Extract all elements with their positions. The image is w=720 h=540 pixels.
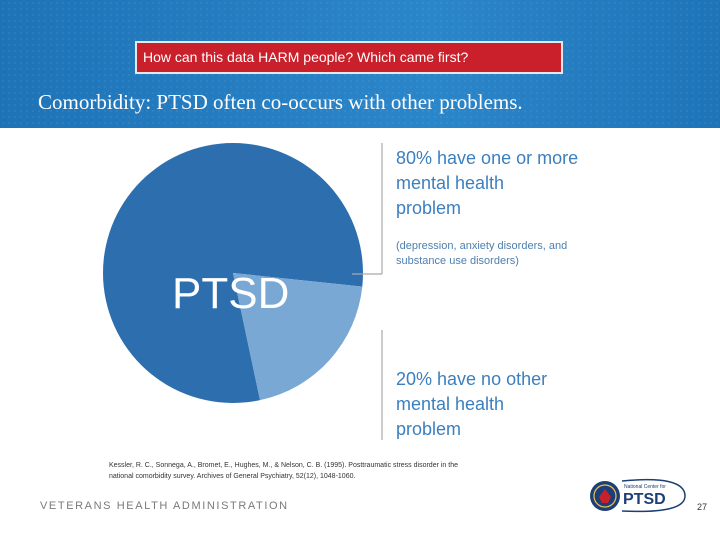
pie-slices <box>103 143 363 404</box>
pie-chart: PTSD <box>103 143 383 440</box>
citation-line: national comorbidity survey. Archives of… <box>109 473 356 480</box>
pie-slice-2 <box>233 273 363 401</box>
annotation-slice-1-note: (depression, anxiety disorders, and subs… <box>396 239 606 269</box>
va-seal-ring <box>593 484 617 508</box>
logo-swoosh <box>621 478 686 513</box>
annotation-slice-1: 80% have one or more mental health probl… <box>396 146 606 221</box>
callout-question: How can this data HARM people? Which cam… <box>135 41 563 74</box>
annotation-slice-2-line: mental health <box>396 394 505 414</box>
annotation-slice-1-line: mental health <box>396 173 505 193</box>
logo-main-text: PTSD <box>623 491 666 508</box>
pie-center-label: PTSD <box>172 269 289 318</box>
annotation-slice-2-line: problem <box>396 419 462 439</box>
annotation-slice-2: 20% have no other mental health problem <box>396 367 606 442</box>
page-number: 27 <box>697 502 708 512</box>
citation: Kessler, R. C., Sonnega, A., Bromet, E.,… <box>109 460 509 482</box>
logo-top-text: National Center for <box>624 484 666 490</box>
annotation-slice-1-line: problem <box>396 198 462 218</box>
annotation-slice-1-line: 80% have one or more <box>396 148 579 168</box>
annotation-note-line: (depression, anxiety disorders, and <box>396 240 568 252</box>
slide-title: Comorbidity: PTSD often co-occurs with o… <box>38 90 523 114</box>
annotation-note-line: substance use disorders) <box>396 255 519 267</box>
ptsd-center-logo: National Center for PTSD <box>590 478 686 513</box>
citation-line: Kessler, R. C., Sonnega, A., Bromet, E.,… <box>109 462 458 469</box>
bracket-top <box>352 143 383 275</box>
annotation-slice-2-line: 20% have no other <box>396 369 548 389</box>
va-seal-emblem <box>599 489 611 503</box>
footer-agency-name: VETERANS HEALTH ADMINISTRATION <box>40 500 289 512</box>
